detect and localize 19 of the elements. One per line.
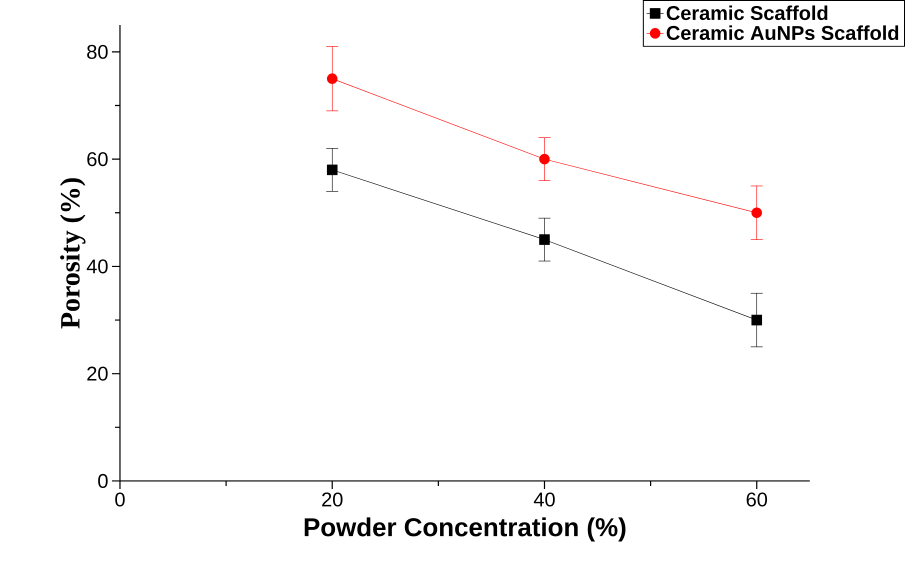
x-tick-label: 0 [115,492,125,507]
x-axis-title: Powder Concentration (%) [304,517,626,542]
point [539,234,550,245]
point [751,314,762,326]
x-tick-label: 60 [746,492,768,507]
point [539,154,550,164]
point [326,73,338,84]
x-tick-label: 20 [322,492,343,507]
y-tick-label: 80 [87,44,108,59]
y-tick-label: 60 [87,152,108,166]
point [326,164,338,176]
y-tick-label: 0 [98,474,108,488]
y-tick-label: 20 [87,366,108,381]
legend-label: Ceramic Scaffold [666,6,828,20]
x-tick-label: 40 [534,492,555,507]
point [751,208,762,218]
legend-label: Ceramic AuNPs Scaffold [666,25,898,40]
y-tick-label: 40 [86,259,108,274]
y-axis-title: Porosity (%) [60,178,86,329]
